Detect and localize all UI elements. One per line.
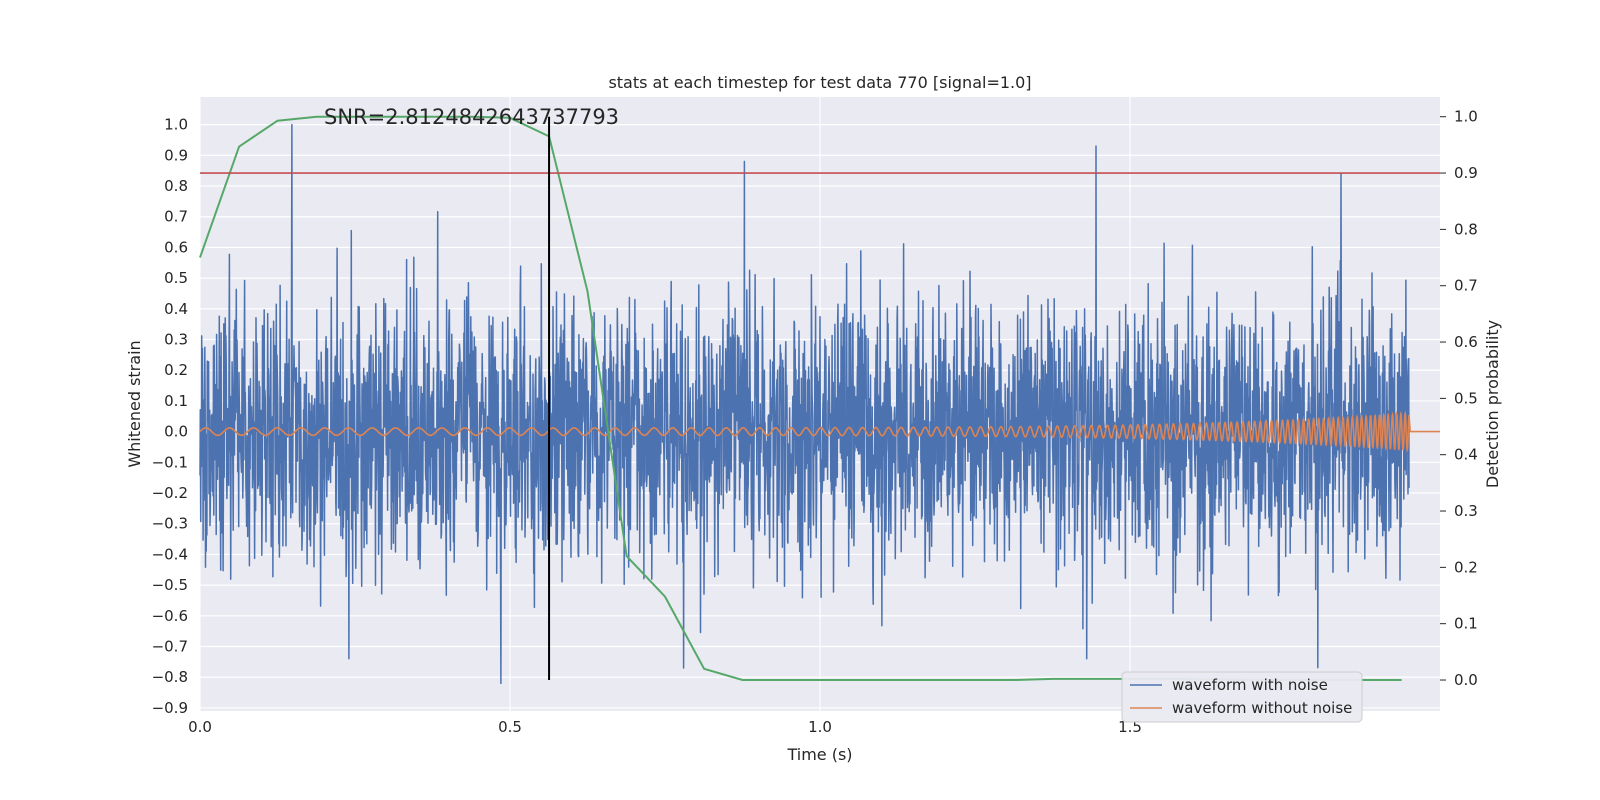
chart-title: stats at each timestep for test data 770… [608,73,1031,92]
y-tick-label-16: −0.6 [152,607,188,625]
series-waveform-with-noise [199,123,1410,685]
x-tick-label-1: 0.5 [498,718,522,736]
y-tick-label-4: 0.6 [164,238,188,256]
y-right-tick-label-2: 0.8 [1454,220,1478,238]
x-axis-label: Time (s) [786,745,852,764]
y-right-tick-label-9: 0.1 [1454,615,1478,633]
y-right-tick-label-5: 0.5 [1454,389,1478,407]
y-tick-label-10: 0.0 [164,423,188,441]
y-tick-label-2: 0.8 [164,177,188,195]
y-tick-label-0: 1.0 [164,116,188,134]
y-right-tick-label-4: 0.6 [1454,333,1478,351]
left-axis-ticks: 1.0 0.9 0.8 0.7 0.6 0.5 0.4 0.3 0.2 0.1 0.0 −0.1 −0.… [152,116,188,717]
x-tick-label-2: 1.0 [808,718,832,736]
y-tick-label-9: 0.1 [164,392,188,410]
y-tick-label-17: −0.7 [152,638,188,656]
waveform-with-noise-line [199,123,1410,685]
y-tick-label-6: 0.4 [164,300,188,318]
right-axis-ticks: 1.0 0.9 0.8 0.7 0.6 0.5 0.4 0.3 0.2 0.1 0.0 [1440,108,1478,689]
y-right-tick-label-10: 0.0 [1454,671,1478,689]
y-tick-label-11: −0.1 [152,453,188,471]
y-right-tick-label-1: 0.9 [1454,164,1478,182]
overlay [200,116,1440,681]
y-right-tick-label-0: 1.0 [1454,108,1478,126]
y-tick-label-8: 0.2 [164,361,188,379]
y-tick-label-12: −0.2 [152,484,188,502]
y-tick-label-5: 0.5 [164,269,188,287]
waveform-without-noise-line [199,410,1440,453]
snr-annotation: SNR=2.8124842643737793 [324,105,619,129]
y-tick-label-18: −0.8 [152,668,188,686]
y-axis-label-left: Whitened strain [125,340,144,467]
y-axis-label-right: Detection probability [1483,320,1502,488]
y-tick-label-3: 0.7 [164,208,188,226]
legend: waveform with noise waveform without noi… [1121,671,1363,723]
legend-box [1121,671,1363,723]
y-tick-label-15: −0.5 [152,576,188,594]
y-tick-label-7: 0.3 [164,331,188,349]
y-right-tick-label-7: 0.3 [1454,502,1478,520]
x-axis-ticks: 0.0 0.5 1.0 1.5 [188,718,1142,736]
y-tick-label-13: −0.3 [152,515,188,533]
y-right-tick-label-3: 0.7 [1454,277,1478,295]
series-waveform-without-noise [199,410,1440,453]
legend-label-noisy: waveform with noise [1172,676,1328,694]
y-tick-label-1: 0.9 [164,146,188,164]
y-right-tick-label-8: 0.2 [1454,558,1478,576]
y-tick-label-19: −0.9 [152,699,188,717]
x-tick-label-0: 0.0 [188,718,212,736]
legend-label-clean: waveform without noise [1172,699,1352,717]
y-tick-label-14: −0.4 [152,545,188,563]
y-right-tick-label-6: 0.4 [1454,446,1478,464]
